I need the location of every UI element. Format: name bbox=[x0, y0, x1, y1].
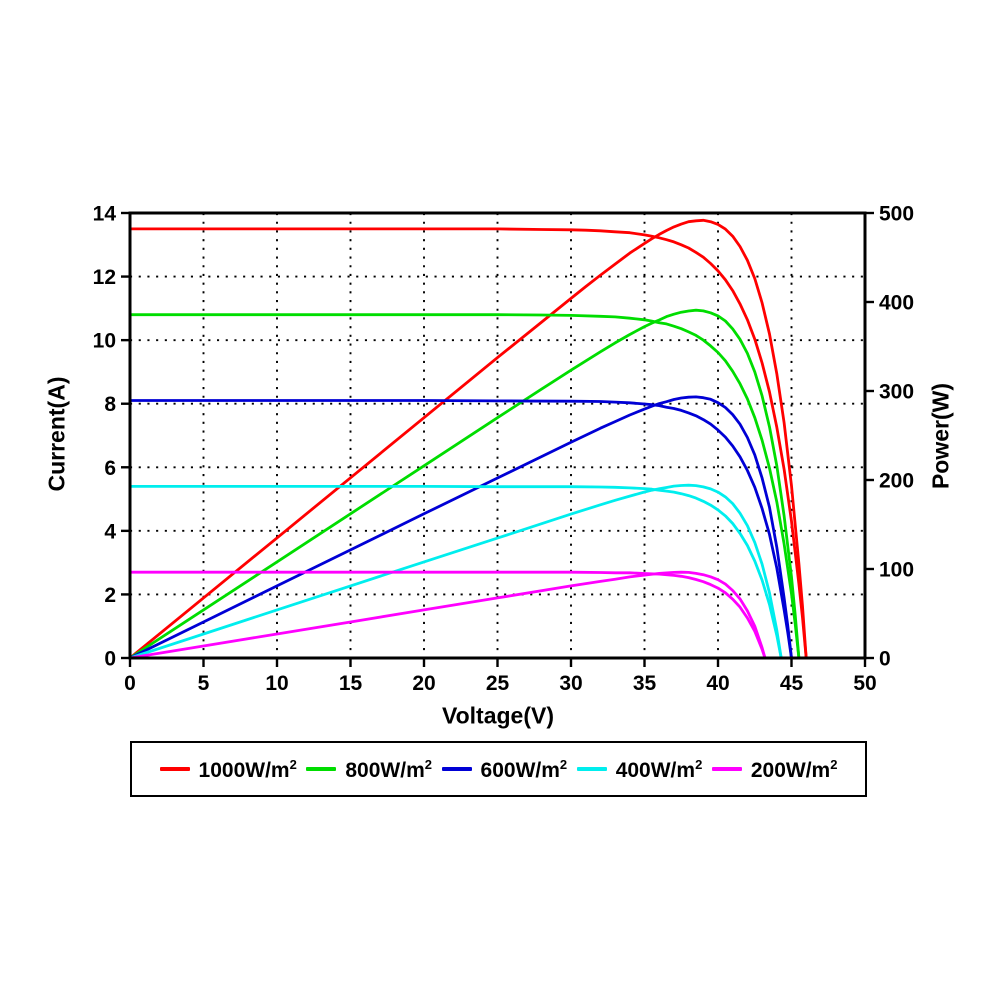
x-tick-label-25: 25 bbox=[486, 672, 510, 695]
left-axis-title: Current(A) bbox=[43, 376, 70, 492]
iv-curve-800 bbox=[128, 313, 801, 660]
legend-label-1000wm2: 1000W/m2 bbox=[198, 756, 297, 782]
iv-curve-1000 bbox=[128, 227, 808, 660]
legend-label-400wm2: 400W/m2 bbox=[615, 756, 703, 782]
axis-ticks bbox=[121, 211, 874, 667]
left-tick-label-10: 10 bbox=[93, 330, 116, 353]
right-tick-label-500: 500 bbox=[879, 203, 914, 226]
legend-swatch-600wm2 bbox=[441, 767, 472, 771]
left-tick-label-14: 14 bbox=[93, 203, 117, 226]
pv-curve-1000 bbox=[128, 218, 808, 660]
legend-item-800wm2: 800W/m2 bbox=[306, 758, 432, 781]
gridlines bbox=[130, 213, 865, 658]
legend-item-200wm2: 200W/m2 bbox=[711, 756, 838, 782]
pv-curve-800 bbox=[128, 308, 801, 660]
left-tick-label-8: 8 bbox=[104, 393, 116, 416]
x-tick-label-35: 35 bbox=[633, 672, 657, 695]
legend-swatch-800wm2 bbox=[306, 767, 337, 771]
x-tick-label-10: 10 bbox=[265, 672, 288, 695]
legend-label-200wm2: 200W/m2 bbox=[750, 756, 838, 782]
legend-label-800wm2: 800W/m2 bbox=[345, 756, 432, 782]
legend: 1000W/m2 800W/m2 600W/m2 400W/m2 200W/m2 bbox=[130, 741, 867, 797]
left-tick-label-6: 6 bbox=[104, 457, 116, 480]
pv-curve-600 bbox=[128, 395, 793, 660]
left-tick-label-0: 0 bbox=[104, 648, 116, 671]
right-tick-label-100: 100 bbox=[879, 559, 914, 582]
legend-item-400wm2: 400W/m2 bbox=[576, 756, 703, 782]
legend-swatch-400wm2 bbox=[576, 767, 607, 771]
x-tick-label-40: 40 bbox=[706, 672, 729, 695]
x-tick-label-50: 50 bbox=[853, 672, 876, 695]
legend-item-1000wm2: 1000W/m2 bbox=[159, 756, 297, 782]
iv-curve-200 bbox=[128, 570, 767, 660]
iv-curve-400 bbox=[128, 484, 783, 660]
x-tick-label-5: 5 bbox=[198, 672, 210, 695]
axis-tick-labels: 0 5 10 15 20 25 30 35 40 45 5002468101214010020030… bbox=[93, 203, 914, 696]
iv-curve-600 bbox=[128, 399, 793, 660]
x-tick-label-30: 30 bbox=[559, 672, 582, 695]
left-tick-label-12: 12 bbox=[93, 266, 116, 289]
right-axis-title: Power(W) bbox=[927, 382, 954, 490]
pv-curve-400 bbox=[128, 483, 783, 660]
right-tick-label-200: 200 bbox=[879, 470, 914, 493]
pv-curve-200 bbox=[128, 570, 767, 660]
x-tick-label-15: 15 bbox=[339, 672, 363, 695]
legend-item-600wm2: 600W/m2 bbox=[441, 756, 568, 782]
right-tick-label-400: 400 bbox=[879, 292, 914, 315]
x-axis-title: Voltage(V) bbox=[441, 702, 555, 729]
left-tick-label-4: 4 bbox=[104, 520, 116, 543]
x-tick-label-20: 20 bbox=[412, 672, 435, 695]
x-tick-label-45: 45 bbox=[780, 672, 804, 695]
legend-swatch-200wm2 bbox=[711, 767, 742, 771]
right-tick-label-300: 300 bbox=[879, 381, 914, 404]
left-tick-label-2: 2 bbox=[104, 584, 116, 607]
right-tick-label-0: 0 bbox=[879, 648, 891, 671]
legend-swatch-1000wm2 bbox=[159, 767, 190, 771]
x-tick-label-0: 0 bbox=[124, 672, 136, 695]
legend-label-600wm2: 600W/m2 bbox=[480, 756, 568, 782]
